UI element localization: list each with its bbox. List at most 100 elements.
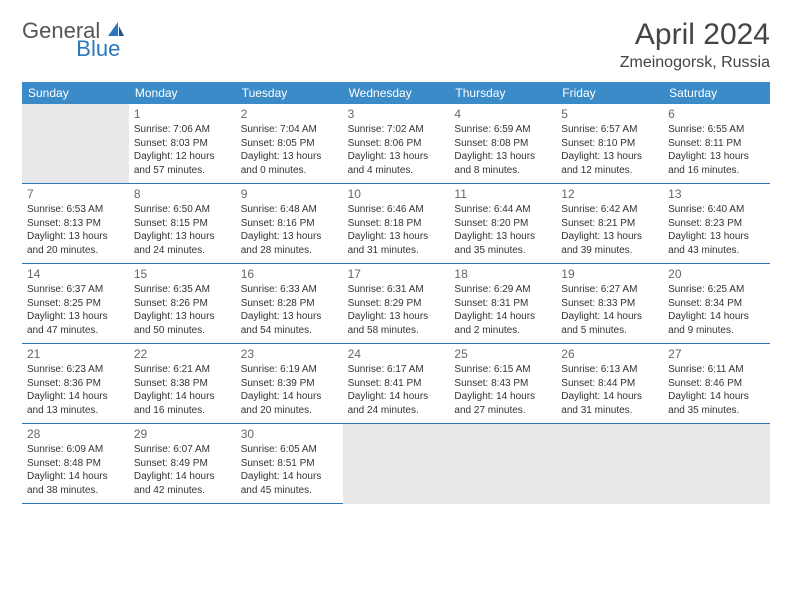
weekday-header: Thursday: [449, 82, 556, 104]
day-number: 6: [668, 107, 765, 121]
day-number: 7: [27, 187, 124, 201]
day-cell: 26 Sunrise: 6:13 AMSunset: 8:44 PMDayligh…: [556, 344, 663, 424]
weekday-header: Friday: [556, 82, 663, 104]
day-cell: 29 Sunrise: 6:07 AMSunset: 8:49 PMDayligh…: [129, 424, 236, 504]
day-info: Sunrise: 6:17 AMSunset: 8:41 PMDaylight:…: [348, 363, 445, 417]
empty-cell: [556, 424, 663, 504]
day-number: 10: [348, 187, 445, 201]
day-cell: 14 Sunrise: 6:37 AMSunset: 8:25 PMDayligh…: [22, 264, 129, 344]
day-number: 27: [668, 347, 765, 361]
day-cell: 11 Sunrise: 6:44 AMSunset: 8:20 PMDayligh…: [449, 184, 556, 264]
location: Zmeinogorsk, Russia: [620, 54, 770, 72]
day-info: Sunrise: 6:07 AMSunset: 8:49 PMDaylight:…: [134, 443, 231, 497]
day-info: Sunrise: 6:40 AMSunset: 8:23 PMDaylight:…: [668, 203, 765, 257]
empty-cell: [22, 104, 129, 184]
day-cell: 27 Sunrise: 6:11 AMSunset: 8:46 PMDayligh…: [663, 344, 770, 424]
day-info: Sunrise: 6:27 AMSunset: 8:33 PMDaylight:…: [561, 283, 658, 337]
day-number: 8: [134, 187, 231, 201]
day-info: Sunrise: 7:04 AMSunset: 8:05 PMDaylight:…: [241, 123, 338, 177]
day-cell: 30 Sunrise: 6:05 AMSunset: 8:51 PMDayligh…: [236, 424, 343, 504]
day-info: Sunrise: 6:57 AMSunset: 8:10 PMDaylight:…: [561, 123, 658, 177]
day-number: 30: [241, 427, 338, 441]
weekday-header: Saturday: [663, 82, 770, 104]
day-cell: 23 Sunrise: 6:19 AMSunset: 8:39 PMDayligh…: [236, 344, 343, 424]
day-info: Sunrise: 6:23 AMSunset: 8:36 PMDaylight:…: [27, 363, 124, 417]
calendar-body: 1Sunrise: 7:06 AMSunset: 8:03 PMDaylight…: [22, 104, 770, 504]
day-cell: 9 Sunrise: 6:48 AMSunset: 8:16 PMDaylight…: [236, 184, 343, 264]
day-cell: 6 Sunrise: 6:55 AMSunset: 8:11 PMDaylight…: [663, 104, 770, 184]
day-info: Sunrise: 6:55 AMSunset: 8:11 PMDaylight:…: [668, 123, 765, 177]
day-number: 14: [27, 267, 124, 281]
day-number: 15: [134, 267, 231, 281]
day-cell: 13 Sunrise: 6:40 AMSunset: 8:23 PMDayligh…: [663, 184, 770, 264]
day-cell: 22Sunrise: 6:21 AMSunset: 8:38 PMDayligh…: [129, 344, 236, 424]
day-cell: 28 Sunrise: 6:09 AMSunset: 8:48 PMDayligh…: [22, 424, 129, 504]
day-number: 26: [561, 347, 658, 361]
weekday-header: Wednesday: [343, 82, 450, 104]
day-cell: 1Sunrise: 7:06 AMSunset: 8:03 PMDaylight…: [129, 104, 236, 184]
day-info: Sunrise: 6:29 AMSunset: 8:31 PMDaylight:…: [454, 283, 551, 337]
day-number: 4: [454, 107, 551, 121]
day-cell: 3Sunrise: 7:02 AMSunset: 8:06 PMDaylight…: [343, 104, 450, 184]
day-info: Sunrise: 6:42 AMSunset: 8:21 PMDaylight:…: [561, 203, 658, 257]
day-info: Sunrise: 6:37 AMSunset: 8:25 PMDaylight:…: [27, 283, 124, 337]
day-info: Sunrise: 6:05 AMSunset: 8:51 PMDaylight:…: [241, 443, 338, 497]
empty-cell: [449, 424, 556, 504]
day-cell: 4 Sunrise: 6:59 AMSunset: 8:08 PMDaylight…: [449, 104, 556, 184]
day-number: 9: [241, 187, 338, 201]
day-info: Sunrise: 6:15 AMSunset: 8:43 PMDaylight:…: [454, 363, 551, 417]
day-info: Sunrise: 6:21 AMSunset: 8:38 PMDaylight:…: [134, 363, 231, 417]
calendar: SundayMondayTuesdayWednesdayThursdayFrid…: [22, 82, 770, 504]
day-info: Sunrise: 6:13 AMSunset: 8:44 PMDaylight:…: [561, 363, 658, 417]
day-info: Sunrise: 6:25 AMSunset: 8:34 PMDaylight:…: [668, 283, 765, 337]
day-number: 28: [27, 427, 124, 441]
calendar-header-row: SundayMondayTuesdayWednesdayThursdayFrid…: [22, 82, 770, 104]
day-info: Sunrise: 6:35 AMSunset: 8:26 PMDaylight:…: [134, 283, 231, 337]
day-info: Sunrise: 6:31 AMSunset: 8:29 PMDaylight:…: [348, 283, 445, 337]
day-info: Sunrise: 6:11 AMSunset: 8:46 PMDaylight:…: [668, 363, 765, 417]
day-info: Sunrise: 6:46 AMSunset: 8:18 PMDaylight:…: [348, 203, 445, 257]
day-info: Sunrise: 6:19 AMSunset: 8:39 PMDaylight:…: [241, 363, 338, 417]
day-cell: 5 Sunrise: 6:57 AMSunset: 8:10 PMDaylight…: [556, 104, 663, 184]
day-cell: 8Sunrise: 6:50 AMSunset: 8:15 PMDaylight…: [129, 184, 236, 264]
day-number: 19: [561, 267, 658, 281]
day-number: 1: [134, 107, 231, 121]
day-number: 11: [454, 187, 551, 201]
day-cell: 16Sunrise: 6:33 AMSunset: 8:28 PMDayligh…: [236, 264, 343, 344]
day-number: 12: [561, 187, 658, 201]
day-cell: 19 Sunrise: 6:27 AMSunset: 8:33 PMDayligh…: [556, 264, 663, 344]
day-info: Sunrise: 6:33 AMSunset: 8:28 PMDaylight:…: [241, 283, 338, 337]
day-number: 23: [241, 347, 338, 361]
day-info: Sunrise: 6:53 AMSunset: 8:13 PMDaylight:…: [27, 203, 124, 257]
title-block: April 2024 Zmeinogorsk, Russia: [620, 18, 770, 72]
day-cell: 2 Sunrise: 7:04 AMSunset: 8:05 PMDaylight…: [236, 104, 343, 184]
day-number: 25: [454, 347, 551, 361]
weekday-header: Tuesday: [236, 82, 343, 104]
empty-cell: [343, 424, 450, 504]
day-info: Sunrise: 6:09 AMSunset: 8:48 PMDaylight:…: [27, 443, 124, 497]
logo-text-blue: Blue: [76, 36, 120, 62]
weekday-header: Sunday: [22, 82, 129, 104]
day-number: 29: [134, 427, 231, 441]
day-cell: 20 Sunrise: 6:25 AMSunset: 8:34 PMDayligh…: [663, 264, 770, 344]
month-title: April 2024: [620, 18, 770, 52]
day-cell: 17 Sunrise: 6:31 AMSunset: 8:29 PMDayligh…: [343, 264, 450, 344]
day-cell: 10 Sunrise: 6:46 AMSunset: 8:18 PMDayligh…: [343, 184, 450, 264]
day-number: 2: [241, 107, 338, 121]
day-cell: 18Sunrise: 6:29 AMSunset: 8:31 PMDayligh…: [449, 264, 556, 344]
day-info: Sunrise: 6:44 AMSunset: 8:20 PMDaylight:…: [454, 203, 551, 257]
day-number: 21: [27, 347, 124, 361]
day-cell: 25 Sunrise: 6:15 AMSunset: 8:43 PMDayligh…: [449, 344, 556, 424]
day-number: 20: [668, 267, 765, 281]
day-info: Sunrise: 7:02 AMSunset: 8:06 PMDaylight:…: [348, 123, 445, 177]
day-cell: 12 Sunrise: 6:42 AMSunset: 8:21 PMDayligh…: [556, 184, 663, 264]
day-cell: 15 Sunrise: 6:35 AMSunset: 8:26 PMDayligh…: [129, 264, 236, 344]
day-number: 17: [348, 267, 445, 281]
day-number: 24: [348, 347, 445, 361]
day-info: Sunrise: 6:59 AMSunset: 8:08 PMDaylight:…: [454, 123, 551, 177]
day-cell: 24 Sunrise: 6:17 AMSunset: 8:41 PMDayligh…: [343, 344, 450, 424]
header: General Blue April 2024 Zmeinogorsk, Rus…: [22, 18, 770, 72]
day-info: Sunrise: 6:48 AMSunset: 8:16 PMDaylight:…: [241, 203, 338, 257]
day-number: 5: [561, 107, 658, 121]
day-number: 13: [668, 187, 765, 201]
